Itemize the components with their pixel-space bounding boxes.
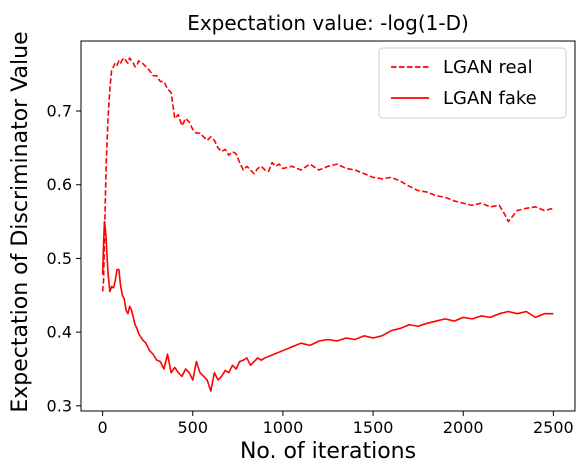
x-tick-label: 2500: [533, 418, 574, 437]
y-axis: 0.3 0.4 0.5 0.6 0.7: [47, 102, 81, 415]
x-tick-label: 500: [178, 418, 209, 437]
y-axis-label: Expectation of Discriminator Value: [8, 31, 33, 412]
legend: LGAN real LGAN fake: [378, 47, 567, 119]
legend-label-0: LGAN real: [443, 57, 533, 78]
x-tick-label: 1500: [353, 418, 394, 437]
y-tick-label: 0.6: [47, 175, 72, 194]
x-tick-label: 2000: [443, 418, 484, 437]
x-tick-label: 1000: [263, 418, 304, 437]
plot-area: [80, 40, 576, 412]
x-axis: 0 500 1000 1500 2000 2500: [98, 411, 574, 437]
series-line-0: [101, 57, 554, 292]
chart-title: Expectation value: -log(1-D): [187, 11, 469, 35]
plot-frame: [80, 40, 576, 412]
y-tick-label: 0.5: [47, 249, 72, 268]
series-line-1: [101, 220, 554, 392]
legend-label-1: LGAN fake: [443, 88, 537, 109]
y-tick-label: 0.7: [47, 102, 72, 121]
y-tick-label: 0.3: [47, 396, 72, 415]
y-tick-label: 0.4: [47, 323, 72, 342]
legend-box: [378, 47, 567, 119]
x-tick-label: 0: [98, 418, 108, 437]
x-axis-label: No. of iterations: [240, 439, 416, 464]
